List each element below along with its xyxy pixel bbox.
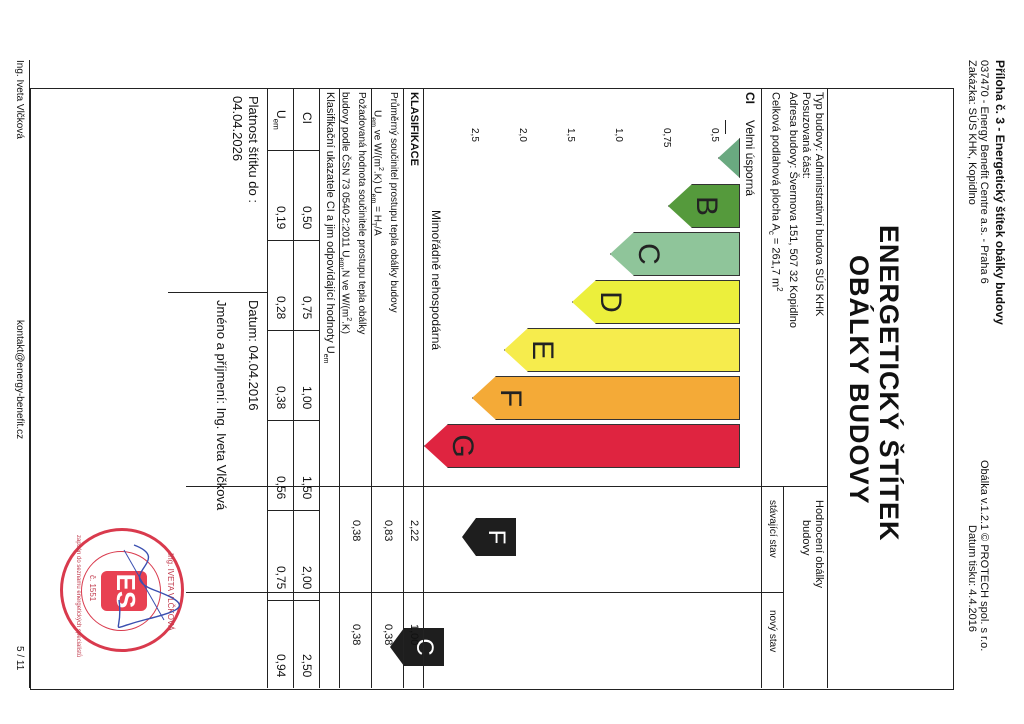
tick-label: 0,75 bbox=[661, 128, 672, 148]
uem-value: 0,28 bbox=[274, 296, 288, 320]
uem-value: 0,38 bbox=[274, 386, 288, 410]
energy-class-bar-f: F bbox=[472, 376, 740, 420]
best-class-label: Velmi úsporná bbox=[743, 120, 757, 197]
footer-author: Ing. Iveta Vlčková bbox=[14, 60, 25, 139]
ci-value: 2,50 bbox=[300, 654, 314, 678]
classification-heading: KLASIFIKACE bbox=[408, 92, 420, 166]
uem-value: 0,75 bbox=[274, 566, 288, 590]
uem-new-value: 0,38 bbox=[382, 624, 394, 646]
main-title-line2: OBÁLKY BUDOVY bbox=[844, 255, 874, 505]
signature-icon bbox=[117, 544, 180, 629]
energy-class-letter: B bbox=[690, 195, 723, 216]
ci-table-title: Klasifikační ukazatele CI a jim odpovída… bbox=[321, 92, 336, 364]
ci-value: 1,00 bbox=[300, 386, 314, 410]
uem-value: 0,56 bbox=[274, 476, 288, 500]
ci-new-value: 1,00 bbox=[408, 624, 420, 646]
uem-value: 0,19 bbox=[274, 206, 288, 230]
ci-row-label: CI bbox=[300, 112, 314, 124]
software-credit: Obálka v.1.2.1 © PROTECH spol. s r.o. bbox=[978, 460, 990, 652]
evaluation-heading-2: budovy bbox=[800, 520, 812, 556]
footer-contact: kontakt@energy-benefit.cz bbox=[14, 320, 25, 440]
ci-existing-value: 2,22 bbox=[408, 520, 420, 542]
floor-area: Celková podlahová plocha Ac = 261,7 m2 bbox=[767, 92, 784, 292]
assessed-part: Posuzovaná část: bbox=[800, 92, 812, 179]
energy-class-letter: C bbox=[632, 243, 665, 265]
energy-class-letter: G bbox=[446, 434, 479, 458]
required-transmittance-norm: budovy podle ČSN 73 0540-2:2011 Uem,N ve… bbox=[337, 92, 352, 334]
energy-class-letter: F bbox=[494, 388, 527, 408]
ci-value: 0,75 bbox=[300, 296, 314, 320]
required-new-value: 0,38 bbox=[350, 624, 362, 646]
uem-value: 0,94 bbox=[274, 654, 288, 678]
main-title-line1: ENERGETICKÝ ŠTÍTEK bbox=[874, 225, 904, 542]
energy-class-letter: D bbox=[594, 291, 627, 313]
company-line: 037470 - Energy Benefit Centre a.s. - Pr… bbox=[978, 60, 990, 284]
tick-label: 2,0 bbox=[517, 128, 528, 142]
energy-class-bar-e: E bbox=[504, 328, 740, 372]
energy-class-bar-c: C bbox=[610, 232, 740, 276]
footer-page-number: 5 / 11 bbox=[14, 646, 25, 671]
ci-value: 0,50 bbox=[300, 206, 314, 230]
appendix-title: Příloha č. 3 - Energetický štítek obálky… bbox=[993, 60, 1007, 325]
required-transmittance-label: Požadovaná hodnota součinitele prostupu … bbox=[356, 92, 367, 335]
ci-label: CI bbox=[743, 92, 757, 104]
tick-label: 0,5 bbox=[709, 128, 720, 142]
col-existing-state: stávající stav bbox=[767, 500, 778, 558]
evaluation-heading: Hodnocení obálky bbox=[813, 500, 825, 589]
ci-value: 2,00 bbox=[300, 566, 314, 590]
tick-label: 2,5 bbox=[469, 128, 480, 142]
tick-label: 1,5 bbox=[565, 128, 576, 142]
worst-class-label: Mimořádně nehospodárná bbox=[429, 210, 443, 351]
avg-transmittance-label: Průměrný součinitel prostupu tepla obálk… bbox=[388, 92, 399, 313]
required-existing-value: 0,38 bbox=[350, 520, 362, 542]
energy-class-bar-g: G bbox=[424, 424, 740, 468]
energy-class-bar-d: D bbox=[572, 280, 740, 324]
col-new-state: nový stav bbox=[767, 610, 778, 653]
avg-transmittance-formula: Uem ve W/(m2.K) Uem = HT/A bbox=[369, 110, 384, 236]
building-type: Typ budovy: Administrativní budova SÚS K… bbox=[813, 92, 825, 317]
tick-label: 1,0 bbox=[613, 128, 624, 142]
building-address: Adresa budovy: Švermova 151, 507 32 Kopi… bbox=[787, 92, 799, 329]
energy-class-letter: E bbox=[526, 339, 559, 360]
uem-existing-value: 0,83 bbox=[382, 520, 394, 542]
ci-value: 1,50 bbox=[300, 476, 314, 500]
print-date: Datum tisku: 4.4.2016 bbox=[966, 525, 978, 633]
contract-line: Zakázka: SÚS KHK, Kopidlno bbox=[966, 60, 978, 205]
